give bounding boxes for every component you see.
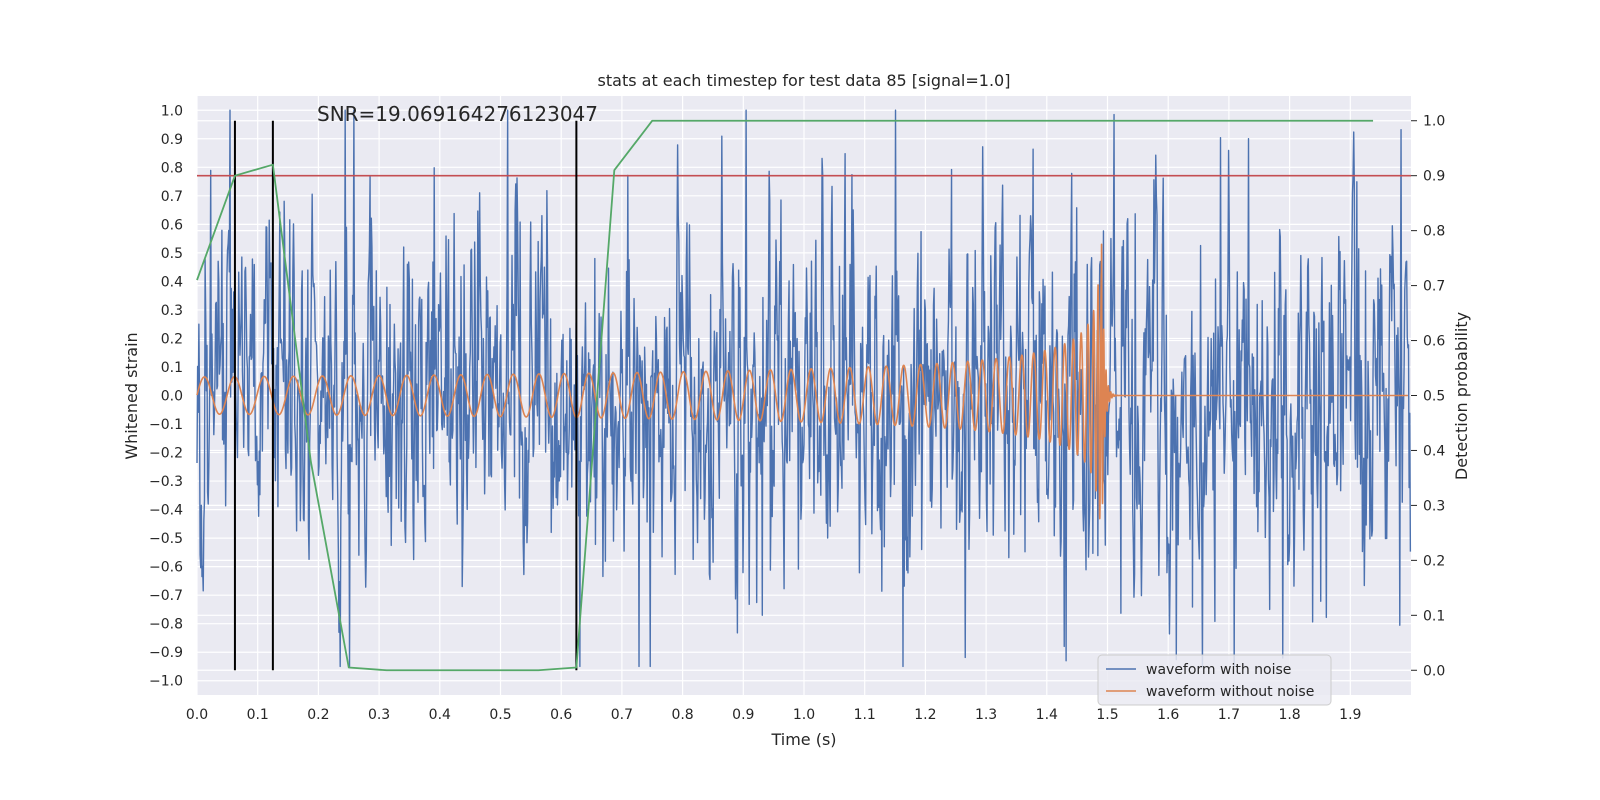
snr-annotation: SNR=19.069164276123047 (317, 102, 598, 126)
x-tick-label: 1.3 (975, 707, 997, 723)
x-tick-label: 0.3 (368, 707, 390, 723)
x-tick-label: 0.6 (550, 707, 572, 723)
y-left-tick-label: −0.9 (149, 645, 183, 661)
x-tick-label: 1.6 (1157, 707, 1179, 723)
y-right-tick-label: 0.0 (1423, 663, 1445, 679)
y-left-tick-label: 0.5 (161, 246, 183, 262)
y-right-tick-label: 0.5 (1423, 389, 1445, 405)
y-right-tick-label: 0.4 (1423, 443, 1445, 459)
x-tick-label: 1.8 (1278, 707, 1300, 723)
x-tick-label: 0.4 (429, 707, 451, 723)
y-right-tick-label: 0.1 (1423, 608, 1445, 624)
y-left-tick-label: 1.0 (161, 103, 183, 119)
series-layer (196, 109, 1412, 668)
x-axis-label: Time (s) (770, 730, 836, 749)
y-right-tick-label: 0.2 (1423, 553, 1445, 569)
x-tick-label: 0.8 (671, 707, 693, 723)
x-tick-label: 1.0 (793, 707, 815, 723)
series-detection-probability (196, 119, 1374, 672)
y-right-tick-label: 1.0 (1423, 114, 1445, 130)
x-tick-label: 1.1 (854, 707, 876, 723)
y-left-tick-label: −0.3 (149, 474, 183, 490)
legend: waveform with noise waveform without noi… (1097, 654, 1332, 706)
x-tick-label: 0.5 (489, 707, 511, 723)
y-left-tick-label: 0.2 (161, 331, 183, 347)
y-left-tick-label: 0.9 (161, 132, 183, 148)
y-left-tick-label: −0.7 (149, 588, 183, 604)
y-right-tick-label: 0.9 (1423, 169, 1445, 185)
y-left-tick-label: −1.0 (149, 674, 183, 690)
y-left-tick-label: −0.8 (149, 617, 183, 633)
y-left-axis-label: Whitened strain (122, 332, 141, 459)
y-left-tick-label: 0.3 (161, 303, 183, 319)
y-right-tick-label: 0.7 (1423, 279, 1445, 295)
x-tick-label: 1.7 (1218, 707, 1240, 723)
series-waveform-with-noise (196, 109, 1412, 668)
y-left-axis-ticks: 1.0 0.9 0.8 0.7 0.6 0.5 0.4 0.3 0.2 0.1 0.0 −0.1 −0.… (149, 103, 183, 689)
y-left-tick-label: 0.1 (161, 360, 183, 376)
y-left-tick-label: −0.6 (149, 560, 183, 576)
y-left-tick-label: −0.5 (149, 531, 183, 547)
x-tick-label: 0.1 (247, 707, 269, 723)
x-tick-label: 0.9 (732, 707, 754, 723)
y-right-axis-ticks: 1.0 0.9 0.8 0.7 0.6 0.5 0.4 0.3 0.2 0.1 0.0 (1411, 114, 1445, 679)
y-right-tick-label: 0.8 (1423, 224, 1445, 240)
y-right-tick-label: 0.3 (1423, 498, 1445, 514)
y-left-tick-label: 0.4 (161, 274, 183, 290)
overlay-layer (196, 119, 1411, 672)
y-left-tick-label: −0.2 (149, 446, 183, 462)
y-left-tick-label: −0.1 (149, 417, 183, 433)
y-right-axis-label: Detection probability (1452, 312, 1471, 480)
x-tick-label: 1.2 (914, 707, 936, 723)
y-right-tick-label: 0.6 (1423, 334, 1445, 350)
x-tick-label: 1.5 (1096, 707, 1118, 723)
x-tick-label: 0.7 (611, 707, 633, 723)
x-tick-label: 1.4 (1036, 707, 1058, 723)
legend-label-with-noise: waveform with noise (1146, 662, 1291, 678)
chart-title: stats at each timestep for test data 85 … (598, 71, 1011, 90)
series-waveform-without-noise (196, 243, 1409, 520)
legend-box (1097, 654, 1332, 706)
x-tick-label: 1.9 (1339, 707, 1361, 723)
x-tick-label: 0.2 (307, 707, 329, 723)
x-axis-ticks: 0.0 0.1 0.2 0.3 0.4 0.5 0.6 0.7 0.8 0.9 1.0 1.1 1.2 1… (186, 707, 1362, 723)
y-left-tick-label: −0.4 (149, 503, 183, 519)
x-tick-label: 0.0 (186, 707, 208, 723)
y-left-tick-label: 0.7 (161, 189, 183, 205)
y-left-tick-label: 0.0 (161, 389, 183, 405)
y-left-tick-label: 0.6 (161, 217, 183, 233)
legend-label-without-noise: waveform without noise (1146, 684, 1314, 700)
y-left-tick-label: 0.8 (161, 160, 183, 176)
